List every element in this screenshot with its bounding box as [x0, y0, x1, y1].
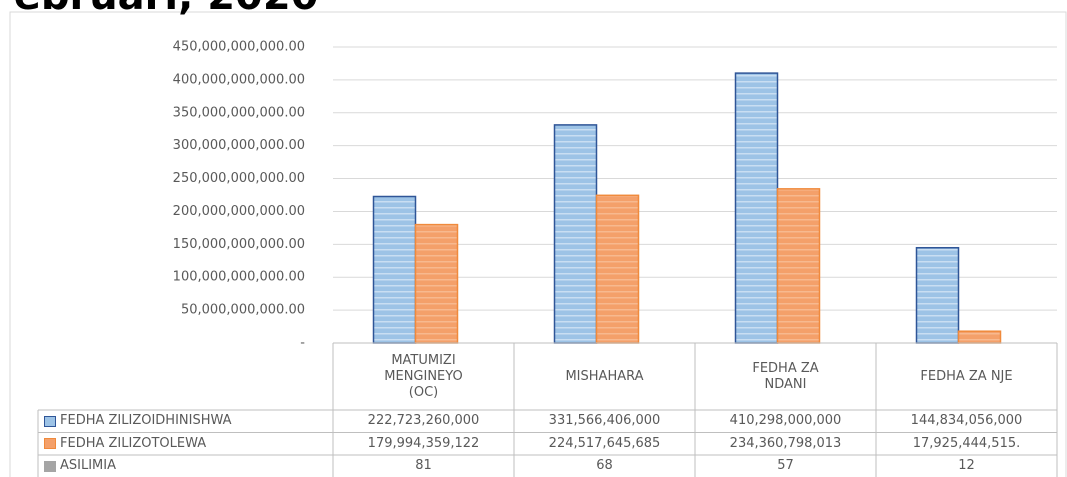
chart-title: Februari, 2020: [0, 0, 319, 19]
bar: [414, 223, 459, 344]
table-value: 179,994,359,122: [367, 435, 480, 451]
table-value: 331,566,406,000: [548, 413, 661, 429]
y-tick-label: 50,000,000,000.00: [181, 303, 305, 318]
category-label: FEDHA ZA NDANI: [752, 360, 819, 392]
table-value: 17,925,444,515.: [912, 435, 1021, 451]
bar: [957, 330, 1002, 344]
table-value: 144,834,056,000: [910, 413, 1023, 429]
bar: [776, 188, 821, 344]
bar: [553, 124, 598, 344]
table-value: 57: [777, 458, 794, 474]
category-label: MATUMIZI MENGINEYO (OC): [384, 352, 463, 400]
table-value: 68: [596, 458, 613, 474]
legend-entry: ASILIMIA: [38, 455, 333, 477]
table-value: 222,723,260,000: [367, 413, 480, 429]
table-value: 81: [415, 458, 432, 474]
bar: [734, 72, 779, 344]
y-tick-label: 250,000,000,000.00: [173, 171, 305, 186]
y-tick-label: 350,000,000,000.00: [173, 105, 305, 120]
y-tick-label: 100,000,000,000.00: [173, 270, 305, 285]
legend-entry: FEDHA ZILIZOIDHINISHWA: [38, 410, 333, 433]
chart-border: [9, 11, 1067, 477]
category-label: MISHAHARA: [565, 368, 644, 384]
y-tick-label: 400,000,000,000.00: [173, 72, 305, 87]
bar: [595, 194, 640, 344]
bar: [372, 195, 417, 344]
legend-key: [44, 438, 56, 450]
y-tick-label: 150,000,000,000.00: [173, 237, 305, 252]
legend-entry: FEDHA ZILIZOTOLEWA: [38, 433, 333, 456]
table-value: 410,298,000,000: [729, 413, 842, 429]
y-tick-label: 450,000,000,000.00: [173, 40, 305, 55]
table-value: 12: [958, 458, 975, 474]
y-tick-label: 300,000,000,000.00: [173, 138, 305, 153]
category-label: FEDHA ZA NJE: [920, 368, 1013, 384]
legend-key: [44, 415, 56, 427]
table-value: 224,517,645,685: [548, 435, 661, 451]
y-tick-label: -: [300, 336, 305, 351]
table-value: 234,360,798,013: [729, 435, 842, 451]
y-tick-label: 200,000,000,000.00: [173, 204, 305, 219]
legend-key: [44, 460, 56, 472]
bar: [915, 246, 960, 344]
